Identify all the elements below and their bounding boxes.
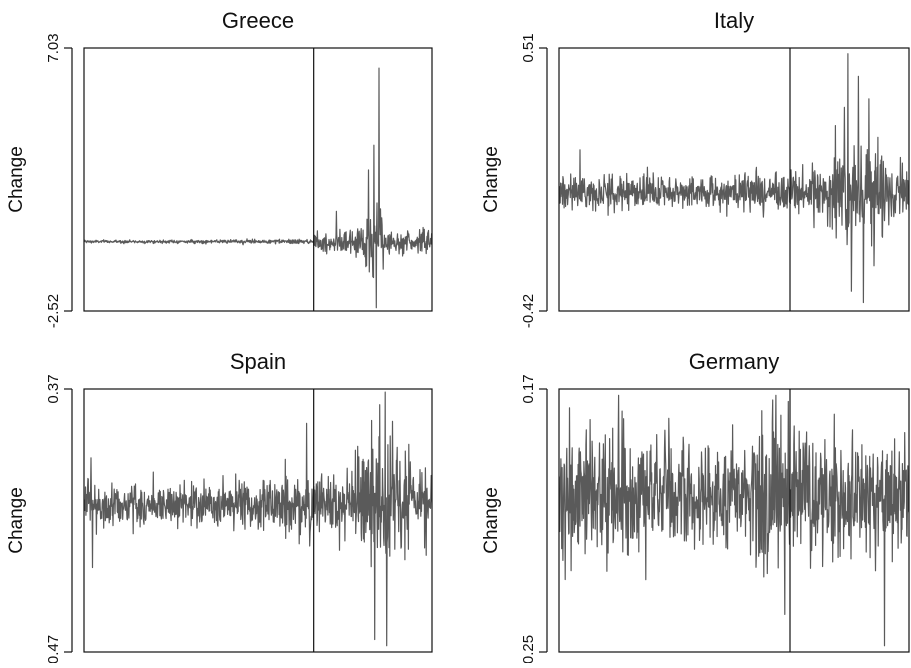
panel-title: Greece <box>222 8 294 33</box>
y-tick-label: 0.17 <box>520 374 537 403</box>
y-tick-label: -0.42 <box>520 294 537 328</box>
series-line <box>84 391 432 647</box>
panel-title: Italy <box>714 8 754 33</box>
y-tick-label: -0.25 <box>520 635 537 663</box>
y-tick-label: 0.51 <box>520 33 537 62</box>
y-axis-label: Change <box>6 487 27 554</box>
panel-title: Spain <box>230 349 286 374</box>
plot-frame <box>83 388 433 653</box>
panel-title: Germany <box>689 349 779 374</box>
y-axis-label: Change <box>481 487 502 554</box>
y-axis-label: Change <box>6 146 27 213</box>
series-line <box>84 67 432 309</box>
y-tick-label: 0.37 <box>45 374 62 403</box>
plot-frame <box>558 47 910 312</box>
chart-panel-italy: Italy Change 0.51 -0.42 <box>481 8 910 328</box>
plot-frame <box>558 388 910 653</box>
plot-frame <box>83 47 433 312</box>
chart-panel-germany: Germany Change 0.17 -0.25 <box>481 349 910 668</box>
y-axis-label: Change <box>481 146 502 213</box>
series-line <box>559 53 909 304</box>
chart-panel-spain: Spain Change 0.37 -0.47 <box>6 349 433 668</box>
chart-panel-greece: Greece Change 7.03 -2.52 <box>6 8 433 328</box>
y-tick-label: -0.47 <box>45 635 62 663</box>
series-line <box>559 394 909 647</box>
y-tick-label: -2.52 <box>45 294 62 328</box>
y-tick-label: 7.03 <box>45 33 62 62</box>
